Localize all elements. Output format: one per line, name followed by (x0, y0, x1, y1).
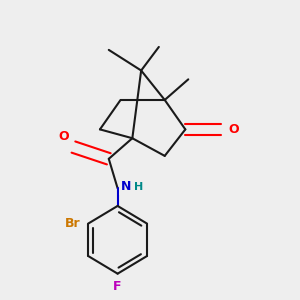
Text: O: O (58, 130, 69, 142)
Text: N: N (121, 180, 131, 193)
Text: H: H (134, 182, 143, 192)
Text: F: F (113, 280, 122, 292)
Text: O: O (228, 123, 239, 136)
Text: Br: Br (65, 217, 81, 230)
